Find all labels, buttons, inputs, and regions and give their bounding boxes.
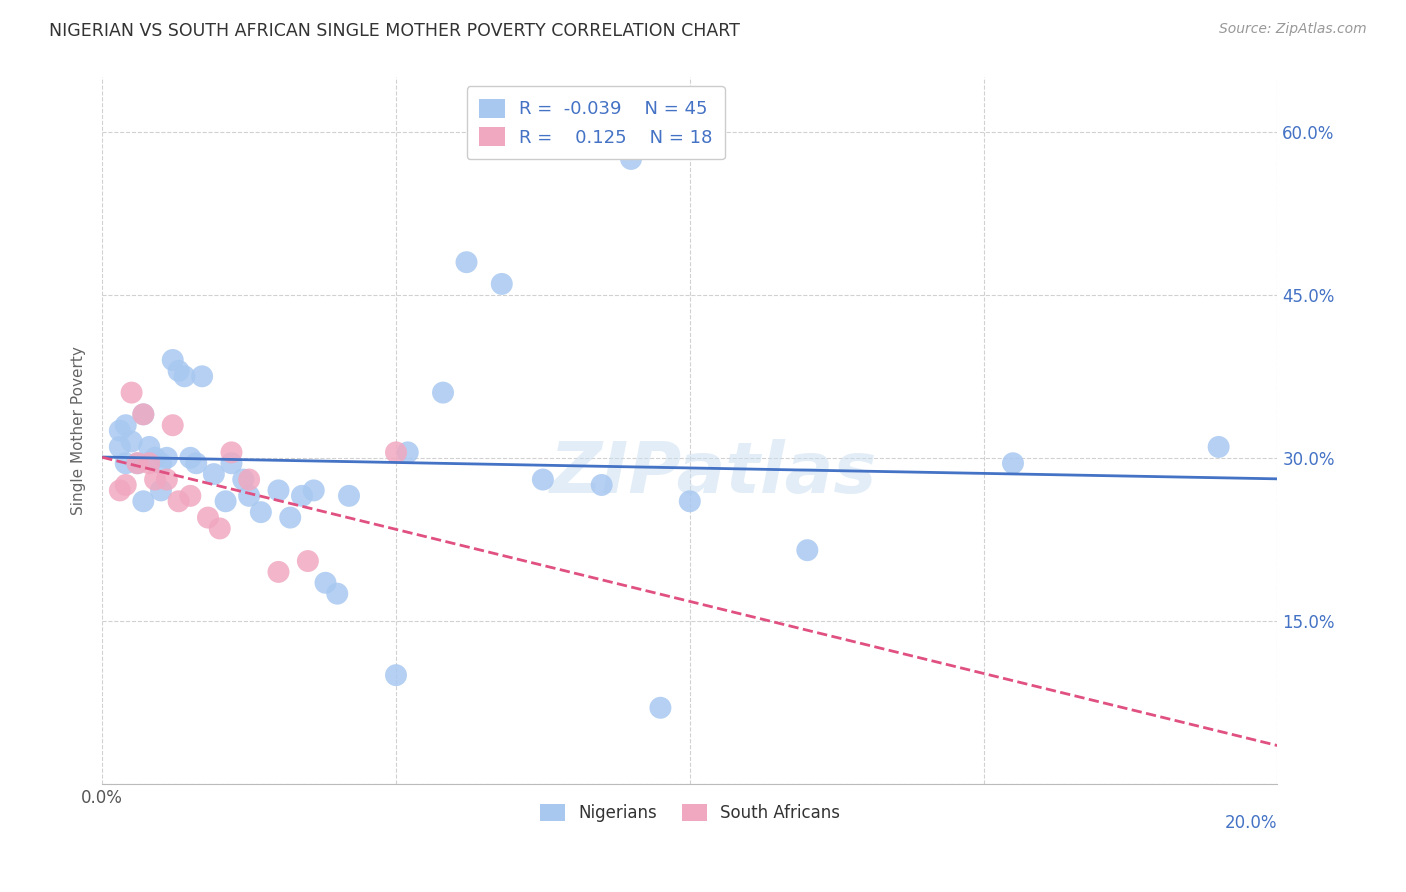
- Point: [1001, 456, 1024, 470]
- Point: [491, 277, 513, 291]
- Point: [297, 554, 319, 568]
- Point: [221, 456, 243, 470]
- Point: [132, 408, 155, 422]
- Point: [167, 494, 190, 508]
- Point: [278, 510, 301, 524]
- Point: [1208, 440, 1230, 454]
- Point: [162, 418, 184, 433]
- Point: [396, 445, 419, 459]
- Point: [214, 494, 236, 508]
- Point: [121, 385, 143, 400]
- Point: [385, 445, 408, 459]
- Point: [138, 440, 160, 454]
- Point: [149, 483, 172, 498]
- Point: [191, 369, 214, 384]
- Point: [173, 369, 195, 384]
- Point: [179, 489, 201, 503]
- Point: [156, 450, 179, 465]
- Text: ZIPatlas: ZIPatlas: [550, 439, 877, 508]
- Point: [114, 418, 136, 433]
- Point: [114, 456, 136, 470]
- Point: [291, 489, 314, 503]
- Point: [186, 456, 208, 470]
- Point: [208, 521, 231, 535]
- Point: [179, 450, 201, 465]
- Point: [108, 440, 131, 454]
- Point: [143, 473, 166, 487]
- Point: [679, 494, 702, 508]
- Point: [232, 473, 254, 487]
- Point: [432, 385, 454, 400]
- Point: [650, 700, 672, 714]
- Point: [162, 353, 184, 368]
- Text: NIGERIAN VS SOUTH AFRICAN SINGLE MOTHER POVERTY CORRELATION CHART: NIGERIAN VS SOUTH AFRICAN SINGLE MOTHER …: [49, 22, 740, 40]
- Point: [127, 456, 149, 470]
- Point: [114, 478, 136, 492]
- Point: [315, 575, 337, 590]
- Point: [132, 408, 155, 422]
- Point: [197, 510, 219, 524]
- Text: 20.0%: 20.0%: [1225, 814, 1278, 832]
- Point: [591, 478, 613, 492]
- Point: [138, 456, 160, 470]
- Point: [238, 473, 260, 487]
- Point: [121, 434, 143, 449]
- Point: [149, 456, 172, 470]
- Point: [202, 467, 225, 482]
- Point: [385, 668, 408, 682]
- Point: [267, 483, 290, 498]
- Point: [108, 483, 131, 498]
- Point: [796, 543, 818, 558]
- Y-axis label: Single Mother Poverty: Single Mother Poverty: [72, 346, 86, 515]
- Point: [250, 505, 273, 519]
- Point: [143, 450, 166, 465]
- Point: [620, 152, 643, 166]
- Point: [456, 255, 478, 269]
- Point: [326, 587, 349, 601]
- Point: [337, 489, 360, 503]
- Point: [108, 424, 131, 438]
- Point: [267, 565, 290, 579]
- Point: [132, 494, 155, 508]
- Point: [167, 364, 190, 378]
- Point: [221, 445, 243, 459]
- Point: [302, 483, 325, 498]
- Point: [156, 473, 179, 487]
- Point: [238, 489, 260, 503]
- Point: [531, 473, 554, 487]
- Point: [127, 456, 149, 470]
- Legend: Nigerians, South Africans: Nigerians, South Africans: [533, 797, 846, 829]
- Text: Source: ZipAtlas.com: Source: ZipAtlas.com: [1219, 22, 1367, 37]
